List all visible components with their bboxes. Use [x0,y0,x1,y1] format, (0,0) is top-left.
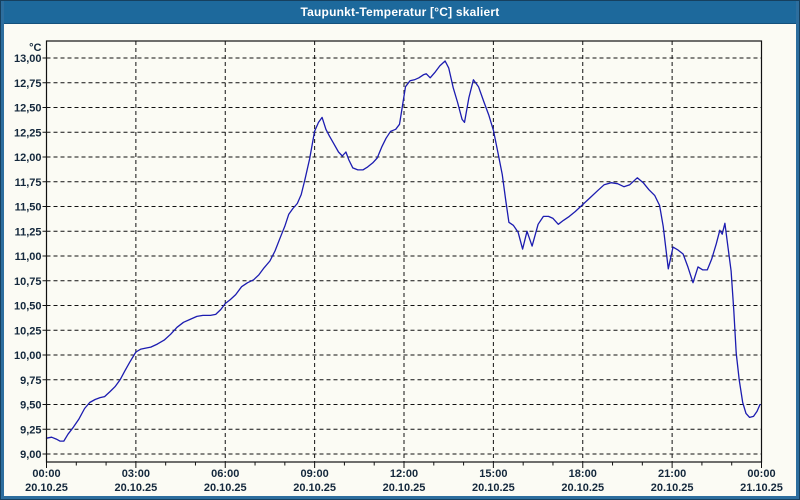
x-tick-date-label: 20.10.25 [472,482,515,494]
window-titlebar: Taupunkt-Temperatur [°C] skaliert [1,1,799,24]
x-tick-time-label: 21:00 [658,468,686,480]
x-tick-date-label: 20.10.25 [561,482,604,494]
y-axis-unit-label: °C [29,42,41,54]
y-tick-label: 12,75 [14,78,42,90]
y-tick-label: 10,75 [14,276,42,288]
x-tick-date-label: 20.10.25 [383,482,426,494]
window-title: Taupunkt-Temperatur [°C] skaliert [300,5,500,19]
temperature-line [45,60,761,442]
y-tick-label: 9,00 [20,449,41,461]
y-tick-label: 12,50 [14,103,42,115]
y-tick-label: 11,75 [15,177,42,189]
x-tick-time-label: 00:00 [747,468,775,480]
y-tick-label: 10,00 [14,350,42,362]
y-tick-label: 9,25 [20,424,41,436]
y-tick-label: 11,00 [15,251,42,263]
x-tick-date-label: 21.10.25 [740,482,783,494]
y-tick-label: 9,75 [20,375,41,387]
x-tick-date-label: 20.10.25 [204,482,247,494]
y-tick-label: 9,50 [20,400,41,412]
y-tick-label: 10,25 [14,325,42,337]
x-tick-date-label: 20.10.25 [114,482,157,494]
x-tick-time-label: 06:00 [211,468,239,480]
x-tick-time-label: 09:00 [301,468,329,480]
x-tick-time-label: 12:00 [390,468,418,480]
y-tick-label: 13,00 [14,53,42,65]
x-tick-time-label: 03:00 [122,468,150,480]
x-tick-date-label: 20.10.25 [293,482,336,494]
x-tick-time-label: 00:00 [32,468,60,480]
x-tick-time-label: 15:00 [479,468,507,480]
y-tick-label: 11,50 [15,202,42,214]
plot-border [45,40,763,463]
y-tick-label: 12,00 [14,152,42,164]
x-tick-date-label: 20.10.25 [651,482,694,494]
x-tick-time-label: 18:00 [569,468,597,480]
x-tick-date-label: 20.10.25 [25,482,68,494]
y-tick-label: 11,25 [15,226,42,238]
y-tick-label: 10,50 [14,301,42,313]
y-tick-label: 12,25 [14,127,42,139]
